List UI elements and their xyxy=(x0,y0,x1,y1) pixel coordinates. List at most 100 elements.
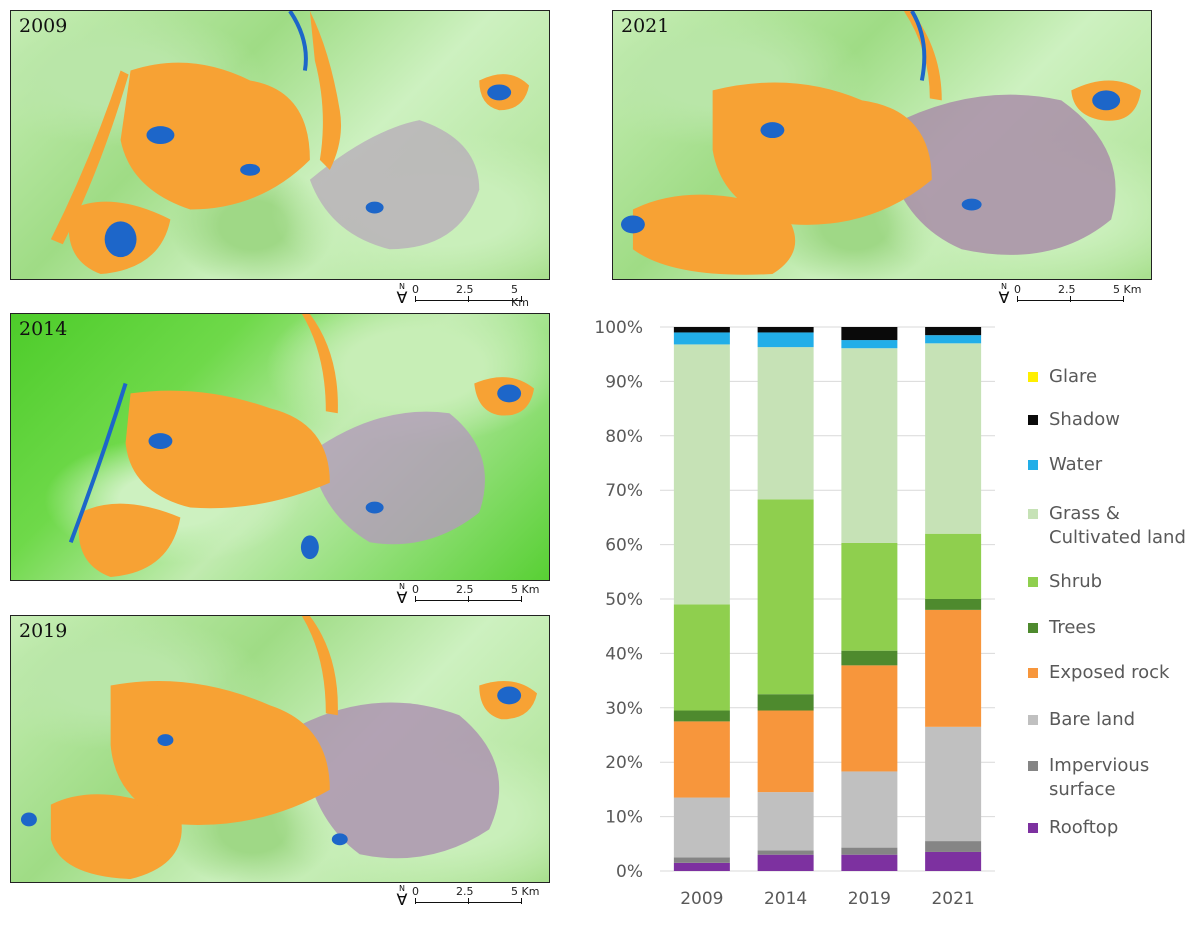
scalebar-label: 2.5 xyxy=(456,885,474,898)
scalebar-label: 0 xyxy=(412,583,419,596)
legend-label: Impervious surface xyxy=(1049,755,1149,800)
bar-segment xyxy=(757,854,814,871)
y-tick-label: 20% xyxy=(605,753,643,773)
bar-segment xyxy=(757,327,814,333)
y-tick-label: 100% xyxy=(594,318,643,338)
x-tick-label: 2019 xyxy=(848,889,891,909)
y-tick-label: 40% xyxy=(605,644,643,664)
bar-segment xyxy=(841,650,898,666)
scalebar-label: 2.5 xyxy=(1058,283,1076,296)
legend-swatch xyxy=(1028,823,1038,833)
bar-segment xyxy=(925,599,982,610)
bar-segment xyxy=(673,721,730,798)
scalebar-label: 0 xyxy=(1014,283,1021,296)
legend-label: Water xyxy=(1049,454,1103,475)
scalebar-label: 5 Km xyxy=(1113,283,1142,296)
bar-segment xyxy=(757,710,814,793)
bar-segment xyxy=(841,327,898,341)
y-tick-label: 0% xyxy=(616,862,643,882)
y-tick-label: 50% xyxy=(605,590,643,610)
land-cover-stacked-bar-chart: 0% 10% 20% 30% 40% 50% 60% 70% 80% 90% 100% 2009 20… xyxy=(594,318,1186,909)
bar-segment xyxy=(673,862,730,871)
map-year-label: 2009 xyxy=(19,15,68,37)
land-cover-map-2021 xyxy=(620,11,1142,275)
land-cover-map-2009 xyxy=(50,11,530,275)
bar-segment xyxy=(673,797,730,858)
scalebar-label: 0 xyxy=(412,283,419,296)
legend-swatch xyxy=(1028,509,1038,519)
bar-segment xyxy=(757,347,814,500)
bar-segment xyxy=(925,851,982,871)
x-tick-label: 2014 xyxy=(764,889,807,909)
bar-segment xyxy=(673,332,730,345)
bar-segment xyxy=(925,327,982,336)
bar-segment xyxy=(841,348,898,543)
bar-segment xyxy=(925,841,982,852)
scalebar-label: 0 xyxy=(412,885,419,898)
x-tick-label: 2021 xyxy=(931,889,974,909)
bar-segment xyxy=(673,327,730,333)
legend-swatch xyxy=(1028,460,1038,470)
y-tick-label: 80% xyxy=(605,427,643,447)
scalebar-label: 2.5 xyxy=(456,583,474,596)
bar-segment xyxy=(925,343,982,534)
legend-label: Exposed rock xyxy=(1049,662,1170,683)
land-cover-map-2014 xyxy=(68,314,535,578)
scalebar-label: 5 Km xyxy=(511,583,540,596)
legend-swatch xyxy=(1028,415,1038,425)
legend-swatch xyxy=(1028,372,1038,382)
bar-segment xyxy=(757,332,814,348)
legend-label: Trees xyxy=(1048,617,1096,638)
bar-segment xyxy=(673,344,730,605)
bar-segment xyxy=(841,665,898,772)
y-tick-label: 70% xyxy=(605,481,643,501)
bar-segment xyxy=(673,857,730,863)
land-cover-map-2019 xyxy=(20,616,538,880)
map-2021: 2021 xyxy=(612,10,1152,280)
map-year-label: 2019 xyxy=(19,620,68,642)
y-tick-label: 90% xyxy=(605,372,643,392)
legend-label: Bare land xyxy=(1049,709,1135,730)
bar-segment xyxy=(757,694,814,711)
map-year-label: 2014 xyxy=(19,318,68,340)
legend-swatch xyxy=(1028,761,1038,771)
bar-segment xyxy=(925,609,982,727)
scalebar-label: 5 Km xyxy=(511,283,529,309)
map-year-label: 2021 xyxy=(621,15,670,37)
legend-label: Rooftop xyxy=(1049,817,1118,838)
legend-label: Shrub xyxy=(1049,571,1102,592)
map-2019: 2019 xyxy=(10,615,550,883)
bar-segment xyxy=(757,792,814,851)
bar-segment xyxy=(841,847,898,855)
map-2014: 2014 xyxy=(10,313,550,581)
bar-segment xyxy=(841,771,898,848)
bar-segment xyxy=(757,499,814,695)
legend-label: Grass & Cultivated land xyxy=(1049,503,1186,548)
bar-segment xyxy=(925,726,982,842)
y-tick-label: 60% xyxy=(605,536,643,556)
bar-segment xyxy=(673,604,730,711)
legend-swatch xyxy=(1028,715,1038,725)
legend-label: Glare xyxy=(1049,366,1097,387)
bar-segment xyxy=(841,854,898,871)
legend-swatch xyxy=(1028,623,1038,633)
legend-swatch xyxy=(1028,668,1038,678)
bar-segment xyxy=(673,710,730,722)
bar-segment xyxy=(925,335,982,344)
bar-segment xyxy=(757,850,814,855)
scalebar-label: 5 Km xyxy=(511,885,540,898)
bar-segment xyxy=(925,533,982,599)
scalebar-label: 2.5 xyxy=(456,283,474,296)
bar-segment xyxy=(841,340,898,349)
bar-segment xyxy=(841,542,898,651)
legend-label: Shadow xyxy=(1049,409,1120,430)
legend-swatch xyxy=(1028,577,1038,587)
